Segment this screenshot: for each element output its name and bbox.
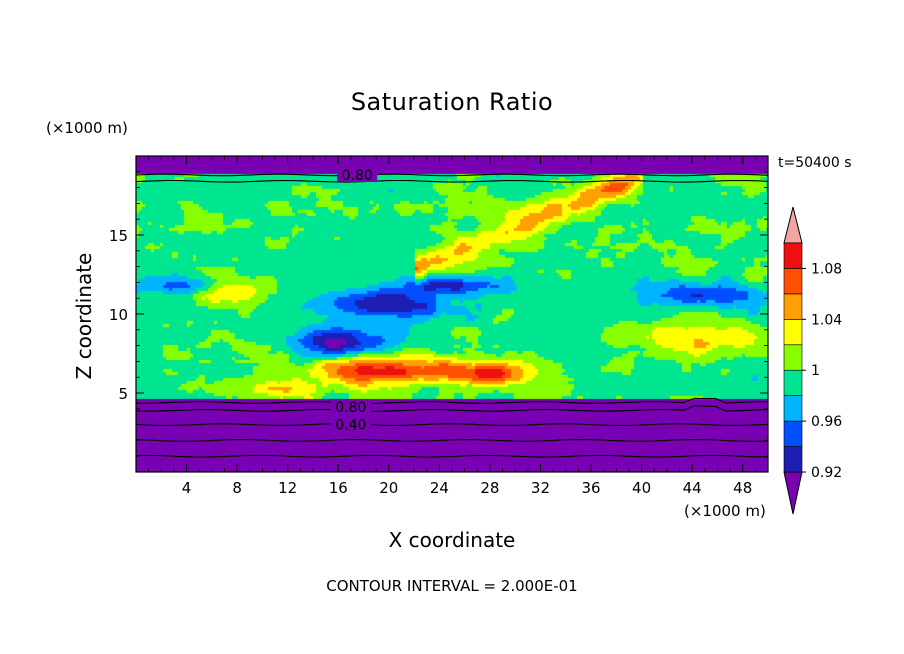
contour-line	[135, 179, 769, 183]
colorbar-bin	[783, 446, 803, 473]
colorbar-min-triangle	[783, 471, 803, 515]
colorbar-max-triangle	[783, 206, 803, 244]
x-axis-label: X coordinate	[388, 528, 516, 552]
saturation-field-heatmap	[136, 156, 768, 472]
contour-line	[135, 454, 769, 458]
contour-label: 0.80	[342, 168, 373, 184]
contour-line	[136, 397, 769, 404]
x-tick-label: 36	[581, 479, 600, 497]
colorbar-bin	[783, 268, 803, 295]
x-tick-label: 44	[683, 479, 702, 497]
contour-label-background	[330, 416, 371, 432]
x-tick-label: 12	[278, 479, 297, 497]
colorbar-bin	[783, 242, 803, 269]
contour-line	[135, 439, 769, 442]
x-axis-unit: (×1000 m)	[684, 502, 766, 520]
x-tick-label: 4	[182, 479, 192, 497]
y-tick-label: 15	[109, 227, 128, 245]
x-tick-label: 16	[329, 479, 348, 497]
colorbar-label: 0.96	[811, 414, 842, 430]
colorbar-label: 0.92	[811, 465, 842, 481]
x-tick-label: 32	[531, 479, 550, 497]
contour-line	[135, 405, 769, 412]
colorbar: 0.92 0.96 1 1.04 1.08	[783, 206, 842, 515]
contour-label: 0.40	[335, 418, 366, 434]
contour-line	[135, 173, 769, 177]
contour-line	[135, 423, 769, 426]
y-axis-unit: (×1000 m)	[46, 119, 128, 137]
x-tick-label: 48	[733, 479, 752, 497]
colorbar-bin	[783, 369, 803, 396]
contour-interval-note: CONTOUR INTERVAL = 2.000E-01	[326, 577, 578, 595]
colorbar-bin	[783, 420, 803, 447]
colorbar-bin	[783, 293, 803, 320]
contour-label: 0.80	[335, 400, 366, 416]
x-tick-label: 40	[632, 479, 651, 497]
y-tick-label: 10	[109, 306, 128, 324]
colorbar-label: 1.08	[811, 261, 842, 277]
colorbar-bin	[783, 395, 803, 422]
x-tick-label: 8	[232, 479, 242, 497]
colorbar-bin	[783, 344, 803, 371]
contour-label-background	[337, 166, 378, 182]
chart-title: Saturation Ratio	[350, 88, 554, 116]
y-tick-label: 5	[118, 385, 128, 403]
x-tick-label: 28	[480, 479, 499, 497]
x-tick-label: 24	[430, 479, 449, 497]
x-tick-label: 20	[379, 479, 398, 497]
colorbar-label: 1.04	[811, 312, 842, 328]
time-label: t=50400 s	[778, 155, 852, 171]
colorbar-bin	[783, 319, 803, 346]
colorbar-label: 1	[811, 363, 820, 379]
contour-label-background	[330, 399, 371, 415]
